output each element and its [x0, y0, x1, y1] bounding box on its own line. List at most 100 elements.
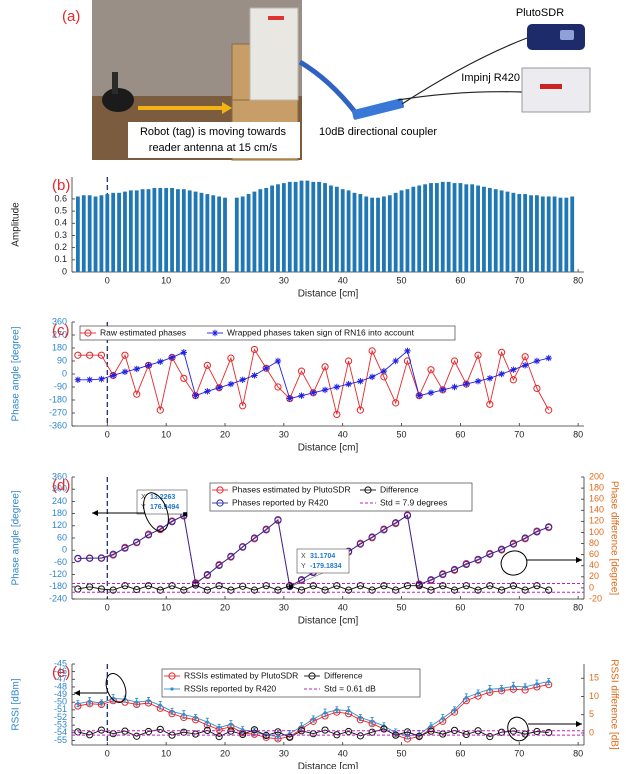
star-marker: [475, 378, 481, 384]
datatip-point: [183, 512, 187, 516]
x-tick-label: 40: [338, 275, 348, 285]
x-tick-label: 0: [105, 429, 110, 439]
bar: [353, 193, 357, 272]
y-axis-label: Phase angle [degree]: [11, 326, 22, 421]
dot-marker: [170, 687, 173, 690]
x-tick-label: 10: [161, 748, 171, 758]
bar: [329, 186, 333, 272]
star-marker: [157, 359, 163, 365]
y-tick-label: 0: [62, 368, 67, 378]
x-tick-label: 20: [220, 602, 230, 612]
cable-reader: [398, 92, 522, 100]
star-marker: [345, 381, 351, 387]
dot-marker: [512, 685, 515, 688]
y-tick-label: 180: [52, 508, 67, 518]
star-marker: [145, 362, 151, 368]
bar: [200, 193, 204, 272]
star-marker: [510, 366, 516, 372]
dot-marker: [88, 700, 91, 703]
star-marker: [86, 377, 92, 383]
bar: [294, 182, 298, 272]
x-tick-label: 40: [338, 429, 348, 439]
y2-tick-label: 60: [589, 549, 599, 559]
legend-label: RSSIs estimated by PlutoSDR: [184, 670, 298, 680]
bar: [217, 196, 221, 272]
bar: [306, 181, 310, 272]
bar: [152, 188, 156, 272]
star-marker: [228, 381, 234, 387]
bar: [288, 182, 292, 272]
bar: [370, 198, 374, 272]
star-marker: [263, 365, 269, 371]
bar: [535, 195, 539, 272]
x-tick-label: 70: [514, 275, 524, 285]
y-tick-label: 0.1: [54, 254, 67, 264]
y-tick-label: 0.5: [54, 205, 67, 215]
bar: [358, 194, 362, 272]
bar: [529, 195, 533, 272]
coupler: [352, 98, 405, 120]
datatip-value: -179.1834: [310, 563, 342, 570]
star-marker: [381, 368, 387, 374]
dot-marker: [194, 716, 197, 719]
bar: [170, 188, 174, 272]
reader-label: Impinj R420: [461, 72, 520, 84]
dot-marker: [323, 711, 326, 714]
bar: [317, 182, 321, 272]
y-tick-label: 0: [62, 545, 67, 555]
bar: [258, 189, 262, 272]
bar: [511, 193, 515, 272]
dot-marker: [488, 688, 491, 691]
y-tick-label: -360: [49, 420, 67, 430]
y-tick-label: 180: [52, 342, 67, 352]
star-marker: [428, 390, 434, 396]
star-marker: [275, 358, 281, 364]
panel-label: (d): [52, 477, 70, 494]
bar: [94, 196, 98, 272]
y-tick-label: 0.4: [54, 218, 67, 228]
dot-marker: [218, 726, 221, 729]
star-marker: [251, 372, 257, 378]
y2-tick-label: 0: [589, 582, 594, 592]
arrow-head: [74, 690, 80, 696]
dot-marker: [312, 717, 315, 720]
bar: [105, 194, 109, 272]
y-tick-label: 0: [62, 266, 67, 276]
photo-panel: (a) Robot (tag) is moving towards reader…: [62, 0, 590, 160]
dot-marker: [347, 709, 350, 712]
arrow-head: [576, 721, 582, 727]
bar: [347, 190, 351, 272]
x-axis-label: Distance [cm]: [298, 289, 359, 300]
bar: [311, 182, 315, 272]
bar: [453, 183, 457, 272]
x-tick-label: 40: [338, 602, 348, 612]
y-tick-label: 0.2: [54, 242, 67, 252]
y2-axis-label: Phase difference [degree]: [608, 481, 619, 596]
legend-label: Wrapped phases taken sign of RN16 into a…: [227, 327, 415, 337]
dot-marker: [524, 685, 527, 688]
bar: [488, 188, 492, 272]
datatip-point: [289, 585, 293, 589]
star-marker: [487, 375, 493, 381]
x-tick-label: 50: [397, 602, 407, 612]
dot-marker: [500, 687, 503, 690]
star-marker: [416, 392, 422, 398]
bar: [376, 198, 380, 272]
bar: [447, 182, 451, 272]
circle-marker: [75, 729, 81, 735]
panel-label: (c): [52, 322, 70, 339]
star-marker: [440, 387, 446, 393]
bar: [82, 195, 86, 272]
x-tick-label: 80: [573, 429, 583, 439]
dot-marker: [476, 691, 479, 694]
bar: [300, 181, 304, 272]
dot-marker: [359, 716, 362, 719]
x-tick-label: 10: [161, 275, 171, 285]
x-tick-label: 20: [220, 748, 230, 758]
y-axis-label: Amplitude: [11, 202, 22, 247]
bar: [123, 192, 127, 272]
